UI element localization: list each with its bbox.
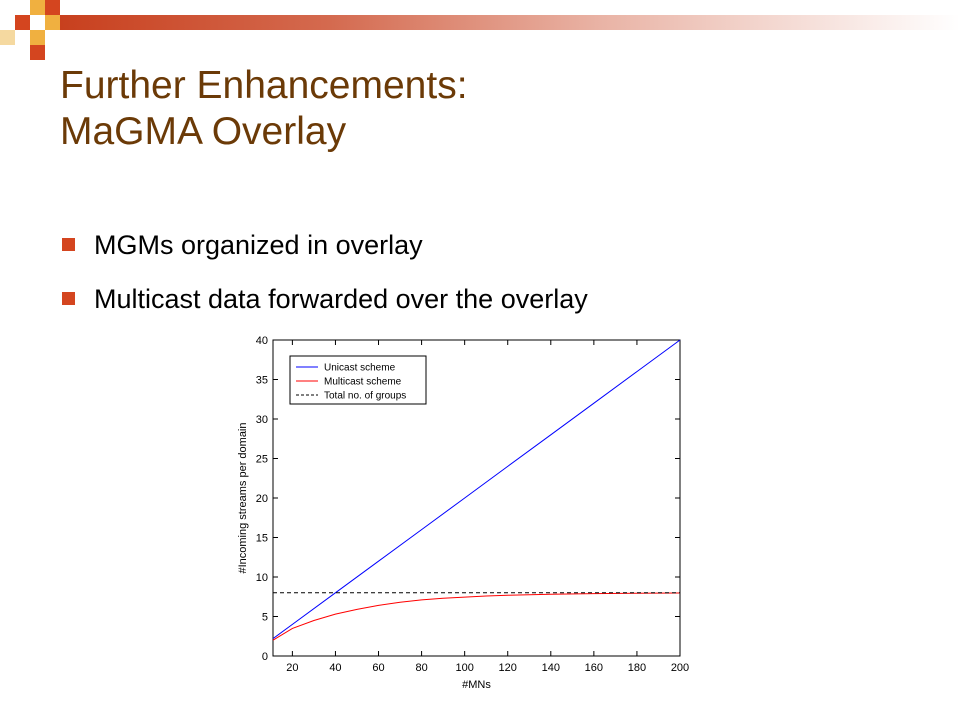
decor-square-3 xyxy=(15,15,30,30)
y-tick-label: 40 xyxy=(256,335,268,347)
y-tick-label: 35 xyxy=(256,375,268,387)
x-tick-label: 140 xyxy=(542,662,560,674)
x-tick-label: 120 xyxy=(499,662,517,674)
x-tick-label: 20 xyxy=(286,662,298,674)
y-tick-label: 30 xyxy=(256,414,268,426)
legend-label-0: Unicast scheme xyxy=(324,363,396,374)
y-tick-label: 10 xyxy=(256,572,268,584)
decor-square-5 xyxy=(30,30,45,45)
x-tick-label: 60 xyxy=(372,662,384,674)
legend-label-2: Total no. of groups xyxy=(324,391,406,402)
legend-box xyxy=(289,355,427,405)
y-tick-label: 15 xyxy=(256,533,268,545)
slide-title-line2: MaGMA Overlay xyxy=(60,110,347,153)
slide-title-line1: Further Enhancements: xyxy=(60,64,468,107)
y-tick-label: 5 xyxy=(262,612,268,624)
y-tick-label: 20 xyxy=(256,493,268,505)
y-axis-label: #Incoming streams per domain xyxy=(237,422,249,573)
x-tick-label: 100 xyxy=(455,662,473,674)
x-tick-label: 180 xyxy=(628,662,646,674)
y-tick-label: 0 xyxy=(262,651,268,663)
x-tick-label: 80 xyxy=(415,662,427,674)
y-tick-label: 25 xyxy=(256,454,268,466)
series-line-1 xyxy=(272,592,681,641)
bullet-text: MGMs organized in overlay xyxy=(94,230,423,260)
decor-gradient-band xyxy=(60,15,960,30)
x-tick-label: 40 xyxy=(329,662,341,674)
decor-square-6 xyxy=(30,45,45,60)
bullet-square-icon xyxy=(62,238,75,251)
series-line-0 xyxy=(272,339,681,640)
bullet-item: Multicast data forwarded over the overla… xyxy=(60,272,588,326)
x-tick-label: 200 xyxy=(671,662,689,674)
decor-square-2 xyxy=(45,0,60,15)
bullet-list: MGMs organized in overlay Multicast data… xyxy=(60,218,588,326)
x-tick-label: 160 xyxy=(585,662,603,674)
decor-square-7 xyxy=(0,30,15,45)
decor-square-1 xyxy=(30,0,45,15)
bullet-text: Multicast data forwarded over the overla… xyxy=(94,284,588,314)
bullet-square-icon xyxy=(62,292,75,305)
legend-label-1: Multicast scheme xyxy=(324,377,402,388)
x-axis-label: #MNs xyxy=(462,679,491,691)
decor-square-4 xyxy=(45,15,60,30)
slide-title: Further Enhancements: MaGMA Overlay xyxy=(60,63,468,155)
bullet-item: MGMs organized in overlay xyxy=(60,218,588,272)
